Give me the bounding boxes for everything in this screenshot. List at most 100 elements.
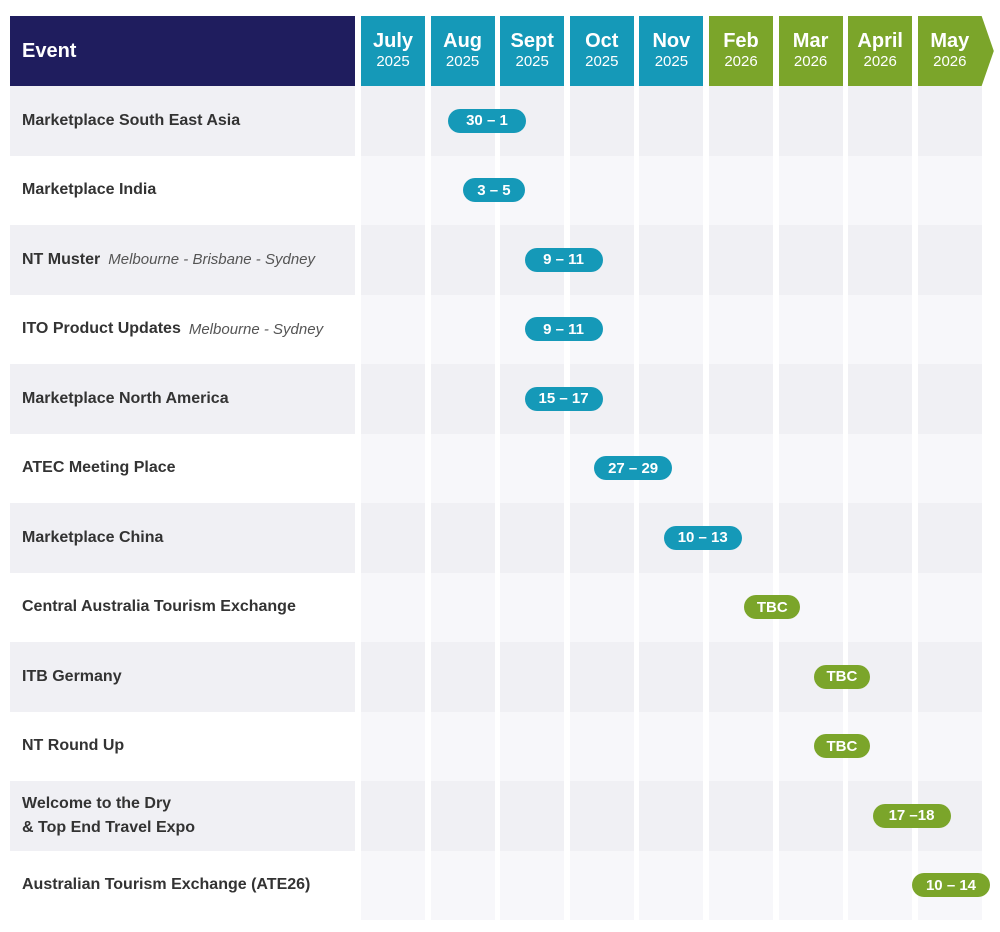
event-location: Melbourne - Brisbane - Sydney — [108, 251, 316, 269]
month-year: 2026 — [933, 53, 967, 70]
grid-cell — [361, 86, 425, 156]
event-name: ATEC Meeting Place — [22, 434, 176, 504]
grid-cell — [639, 781, 704, 851]
event-row — [10, 225, 355, 295]
grid-cell — [361, 572, 425, 642]
month-header-feb: Feb 2026 — [709, 16, 773, 86]
grid-cell — [848, 503, 913, 573]
month-header-sept: Sept 2025 — [500, 16, 565, 86]
month-year: 2025 — [585, 53, 619, 70]
event-title: ITB Germany — [22, 667, 122, 685]
event-date-pill: 30 – 1 — [447, 108, 526, 133]
event-name: Central Australia Tourism Exchange — [22, 573, 296, 643]
event-date-pill: 10 – 13 — [663, 525, 742, 550]
grid-cell — [639, 294, 704, 364]
grid-cell — [500, 711, 565, 781]
grid-cell — [361, 642, 425, 712]
grid-cell — [361, 850, 425, 920]
grid-cell — [709, 364, 773, 434]
grid-cell — [778, 86, 843, 156]
grid-cell — [430, 572, 495, 642]
month-year: 2026 — [863, 53, 897, 70]
event-name: ITO Product Updates Melbourne - Sydney — [22, 295, 323, 365]
grid-cell — [917, 711, 982, 781]
grid-cell — [778, 294, 843, 364]
grid-cell — [639, 850, 704, 920]
event-name: NT Round Up — [22, 712, 124, 782]
event-date-pill: 3 – 5 — [462, 178, 525, 203]
grid-cell — [709, 781, 773, 851]
month-name: Aug — [443, 30, 483, 52]
month-name: July — [372, 30, 414, 52]
event-row — [10, 433, 355, 503]
event-column-header: Event — [10, 16, 355, 86]
event-title: Marketplace India — [22, 181, 157, 199]
event-name: Australian Tourism Exchange (ATE26) — [22, 851, 310, 921]
grid-cell — [430, 642, 495, 712]
event-date-pill: TBC — [744, 595, 801, 620]
event-title: Welcome to the Dry & Top End Travel Expo — [22, 794, 196, 836]
event-name: Marketplace North America — [22, 364, 229, 434]
month-year: 2026 — [724, 53, 758, 70]
grid-cell — [709, 642, 773, 712]
grid-cell — [917, 433, 982, 503]
grid-cell — [569, 86, 634, 156]
event-location: Melbourne - Sydney — [188, 320, 324, 338]
event-title: NT Muster — [22, 250, 101, 268]
event-date-pill: 15 – 17 — [524, 386, 603, 411]
grid-cell — [361, 503, 425, 573]
event-row — [10, 155, 355, 225]
month-year: 2025 — [376, 53, 410, 70]
grid-cell — [500, 433, 565, 503]
grid-cell — [778, 433, 843, 503]
month-header-mar: Mar 2026 — [778, 16, 843, 86]
grid-cell — [639, 155, 704, 225]
grid-cell — [778, 850, 843, 920]
grid-cell — [639, 711, 704, 781]
grid-cell — [848, 433, 913, 503]
grid-cell — [500, 503, 565, 573]
month-header-july: July 2025 — [361, 16, 425, 86]
month-header-oct: Oct 2025 — [569, 16, 634, 86]
grid-cell — [639, 86, 704, 156]
grid-cell — [361, 225, 425, 295]
grid-cell — [778, 225, 843, 295]
event-name: Welcome to the Dry & Top End Travel Expo — [22, 781, 195, 851]
grid-cell — [639, 642, 704, 712]
grid-cell — [709, 433, 773, 503]
month-name: Nov — [652, 30, 691, 52]
month-year: 2026 — [793, 53, 828, 70]
grid-cell — [569, 781, 634, 851]
event-title: Marketplace North America — [22, 389, 229, 407]
grid-cell — [639, 572, 704, 642]
event-name: NT Muster Melbourne - Brisbane - Sydney — [22, 225, 315, 295]
month-name: Mar — [792, 30, 829, 52]
grid-cell — [778, 781, 843, 851]
grid-cell — [709, 155, 773, 225]
grid-cell — [778, 364, 843, 434]
grid-cell — [569, 503, 634, 573]
grid-cell — [361, 294, 425, 364]
grid-cell — [500, 572, 565, 642]
grid-cell — [430, 364, 495, 434]
month-header-aug: Aug 2025 — [430, 16, 495, 86]
grid-cell — [917, 86, 982, 156]
grid-cell — [569, 850, 634, 920]
grid-cell — [569, 155, 634, 225]
grid-cell — [500, 642, 565, 712]
grid-cell — [917, 642, 982, 712]
event-title: NT Round Up — [22, 737, 125, 755]
grid-cell — [430, 711, 495, 781]
grid-cell — [848, 364, 913, 434]
event-date-pill: TBC — [813, 734, 870, 759]
grid-cell — [917, 503, 982, 573]
month-name: Sept — [510, 30, 554, 52]
grid-cell — [709, 850, 773, 920]
event-title: Central Australia Tourism Exchange — [22, 598, 296, 616]
event-name: Marketplace China — [22, 503, 163, 573]
grid-cell — [430, 294, 495, 364]
grid-cell — [569, 711, 634, 781]
event-row — [10, 364, 355, 434]
grid-cell — [848, 850, 913, 920]
